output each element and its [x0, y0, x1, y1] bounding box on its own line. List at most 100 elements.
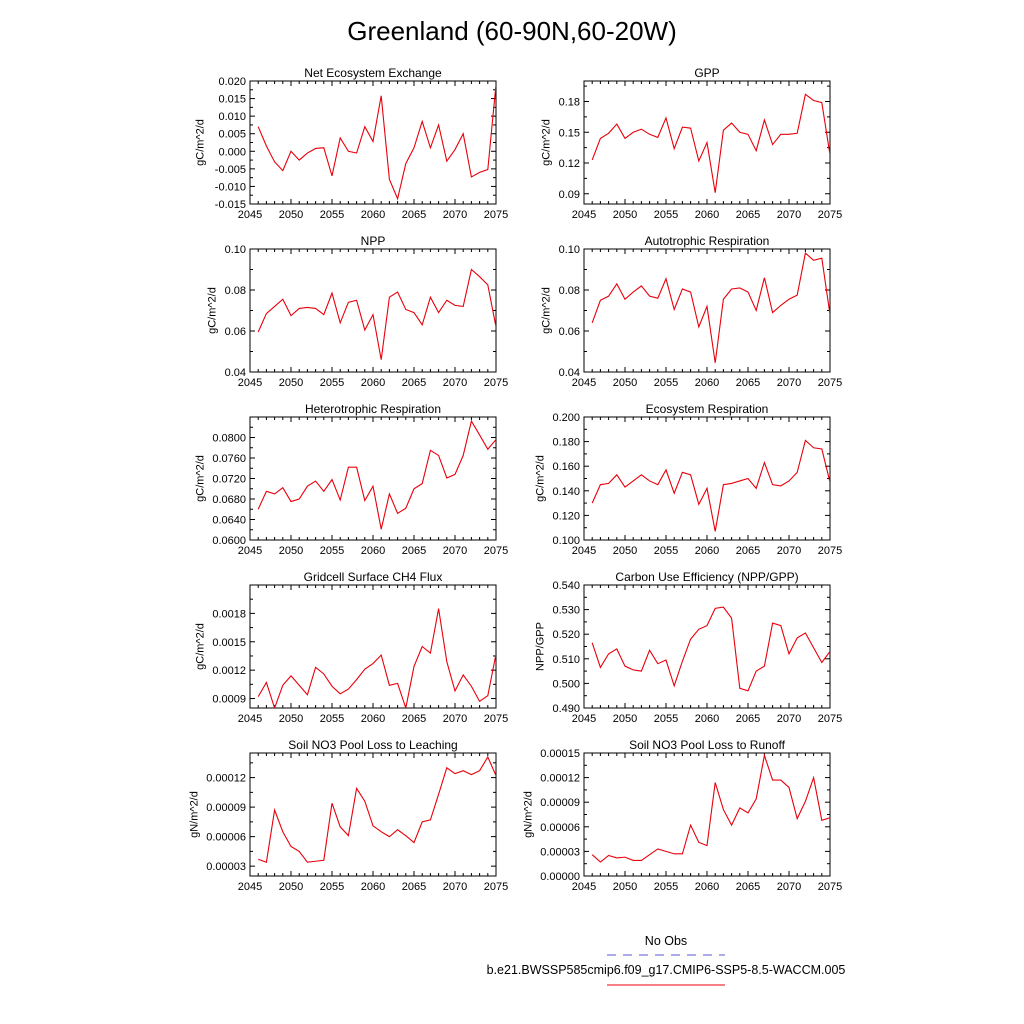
plot-frame: [249, 248, 497, 373]
x-tick-label: 2060: [695, 209, 719, 221]
y-tick-label: 0.015: [218, 94, 246, 106]
x-tick-label: 2060: [695, 713, 719, 725]
panel-title: GPP: [694, 66, 719, 80]
y-tick-label: 0.160: [552, 461, 580, 473]
y-tick-label: 0.15: [559, 127, 580, 139]
series-line: [257, 84, 496, 201]
x-tick-label: 2060: [361, 209, 385, 221]
panel-title: Ecosystem Respiration: [646, 402, 769, 416]
y-tick-label: 0.0018: [212, 608, 246, 620]
y-tick-label: 0.010: [218, 111, 246, 123]
y-tick-label: 0.08: [559, 285, 580, 297]
series-line: [591, 93, 830, 193]
series-line: [591, 606, 830, 692]
y-tick-label: 0.08: [225, 285, 246, 297]
x-tick-label: 2070: [777, 377, 801, 389]
x-tick-label: 2065: [736, 881, 760, 893]
x-tick-label: 2055: [654, 881, 678, 893]
x-tick-label: 2065: [736, 545, 760, 557]
y-tick-label: 0.00006: [206, 832, 246, 844]
x-tick-label: 2055: [654, 713, 678, 725]
y-tick-label: 0.200: [552, 412, 580, 424]
panel-title: Soil NO3 Pool Loss to Leaching: [288, 738, 457, 752]
panel-title: NPP: [361, 234, 386, 248]
y-tick-label: -0.005: [215, 164, 246, 176]
panel-soil-no3-pool-loss-to-runoff: Soil NO3 Pool Loss to Runoff 2045 2050 2055…: [522, 738, 842, 893]
x-tick-label: 2045: [238, 377, 262, 389]
x-tick-label: 2045: [572, 713, 596, 725]
x-tick-label: 2050: [279, 545, 303, 557]
y-tick-label: 0.00009: [206, 802, 246, 814]
x-tick-label: 2075: [818, 377, 842, 389]
plot-frame: [583, 416, 831, 541]
y-axis-label: gC/m^2/d: [207, 287, 219, 334]
y-axis-label: gN/m^2/d: [188, 791, 200, 838]
y-tick-label: 0.020: [218, 76, 246, 88]
y-axis-label: gC/m^2/d: [194, 623, 206, 670]
x-tick-label: 2070: [777, 545, 801, 557]
series-line: [257, 608, 496, 708]
y-tick-label: 0.10: [225, 244, 246, 256]
series-line: [591, 252, 830, 363]
y-tick-label: 0.140: [552, 486, 580, 498]
legend-model-label: b.e21.BWSSP585cmip6.f09_g17.CMIP6-SSP5-8…: [487, 963, 846, 977]
y-tick-label: 0.18: [559, 97, 580, 109]
panel-gridcell-surface-ch4-flux: Gridcell Surface CH4 Flux 2045 2050 2055 206…: [194, 570, 508, 725]
y-tick-label: 0.0800: [212, 433, 246, 445]
y-tick-label: 0.09: [559, 189, 580, 201]
x-tick-label: 2060: [695, 881, 719, 893]
x-tick-label: 2055: [654, 545, 678, 557]
panel-title: Soil NO3 Pool Loss to Runoff: [629, 738, 786, 752]
x-tick-label: 2075: [484, 545, 508, 557]
y-tick-label: 0.0680: [212, 494, 246, 506]
x-tick-label: 2070: [443, 377, 467, 389]
x-tick-label: 2050: [613, 713, 637, 725]
x-tick-label: 2075: [484, 881, 508, 893]
y-tick-label: 0.00000: [540, 871, 580, 883]
series-line: [257, 268, 496, 360]
y-tick-label: 0.00012: [540, 773, 580, 785]
panel-autotrophic-respiration: Autotrophic Respiration 2045 2050 2055 2060 2…: [541, 234, 843, 389]
panel-gpp: GPP 2045 2050 2055 2060 2065 2070 2075 0.09 0.12 0…: [541, 66, 843, 221]
y-tick-label: 0.04: [225, 367, 246, 379]
x-tick-label: 2050: [613, 881, 637, 893]
y-tick-label: 0.00006: [540, 822, 580, 834]
x-tick-label: 2055: [320, 209, 344, 221]
y-tick-label: 0.0720: [212, 474, 246, 486]
y-tick-label: 0.490: [552, 703, 580, 715]
x-tick-label: 2045: [572, 881, 596, 893]
x-tick-label: 2075: [484, 377, 508, 389]
x-tick-label: 2070: [777, 713, 801, 725]
x-tick-label: 2065: [736, 713, 760, 725]
x-tick-label: 2065: [402, 545, 426, 557]
y-tick-label: 0.0012: [212, 665, 246, 677]
x-tick-label: 2065: [736, 209, 760, 221]
y-tick-label: 0.510: [552, 654, 580, 666]
panel-net-ecosystem-exchange: Net Ecosystem Exchange 2045 2050 2055 2060 20…: [194, 66, 508, 221]
legend: No Obs b.e21.BWSSP585cmip6.f09_g17.CMIP6…: [487, 934, 846, 986]
x-tick-label: 2045: [572, 545, 596, 557]
x-tick-label: 2060: [361, 713, 385, 725]
y-tick-label: 0.180: [552, 437, 580, 449]
y-tick-label: 0.0640: [212, 515, 246, 527]
x-tick-label: 2060: [361, 377, 385, 389]
x-tick-label: 2050: [613, 545, 637, 557]
y-tick-label: 0.540: [552, 580, 580, 592]
x-tick-label: 2045: [238, 881, 262, 893]
y-axis-label: gC/m^2/d: [194, 119, 206, 166]
plot-frame: [249, 752, 497, 877]
y-axis-label: NPP/GPP: [535, 622, 547, 671]
y-tick-label: 0.06: [225, 326, 246, 338]
x-tick-label: 2045: [238, 209, 262, 221]
panel-heterotrophic-respiration: Heterotrophic Respiration 2045 2050 2055 206…: [194, 402, 508, 557]
panel-carbon-use-efficiency-npp-gpp: Carbon Use Efficiency (NPP/GPP) 2045 2050 2…: [535, 570, 843, 725]
series-line: [591, 439, 830, 532]
x-tick-label: 2055: [320, 881, 344, 893]
y-tick-label: 0.00003: [206, 861, 246, 873]
y-tick-label: 0.500: [552, 678, 580, 690]
x-tick-label: 2045: [238, 713, 262, 725]
x-tick-label: 2075: [484, 209, 508, 221]
x-tick-label: 2055: [654, 377, 678, 389]
y-tick-label: 0.0760: [212, 453, 246, 465]
x-tick-label: 2050: [279, 713, 303, 725]
